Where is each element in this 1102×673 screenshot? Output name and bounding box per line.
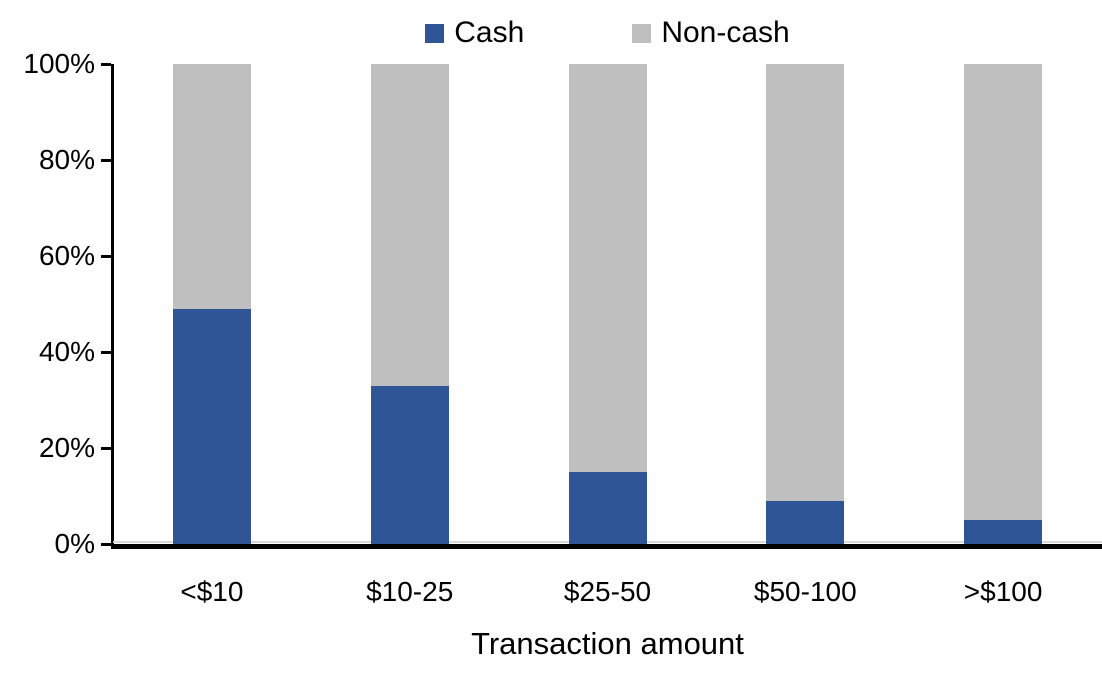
bar-segment-cash <box>568 472 647 544</box>
bar-segment-noncash <box>766 64 845 501</box>
y-axis-line <box>111 64 114 549</box>
legend-swatch-cash-icon <box>425 23 445 43</box>
y-axis-tick-label: 40% <box>38 336 95 367</box>
y-axis-tick <box>101 351 111 354</box>
plot-area <box>113 64 1102 544</box>
x-axis-tick-label: >$100 <box>963 576 1043 607</box>
x-axis-title: Transaction amount <box>471 626 744 661</box>
y-axis-tick-label: 60% <box>38 240 95 271</box>
bar-segment-cash <box>370 385 449 544</box>
x-axis-tick-label: $10-25 <box>366 576 454 607</box>
bar-segment-noncash <box>568 64 647 472</box>
bar-segment-noncash <box>370 64 449 386</box>
chart-legend: Cash Non-cash <box>113 12 1102 54</box>
y-axis-tick-label: 20% <box>38 432 95 463</box>
legend-swatch-noncash-icon <box>632 23 652 43</box>
y-axis-tick <box>101 543 111 546</box>
y-axis-tick <box>101 447 111 450</box>
y-axis-tick-label: 80% <box>38 144 95 175</box>
bar-segment-noncash <box>964 64 1043 520</box>
legend-label-cash: Cash <box>454 16 525 49</box>
x-axis-tick-label: $50-100 <box>753 576 857 607</box>
bar-segment-cash <box>172 308 251 544</box>
y-axis-tick <box>101 63 111 66</box>
x-axis-tick-label: <$10 <box>180 576 244 607</box>
x-axis-line <box>111 544 1102 549</box>
bar-segment-noncash <box>172 64 251 309</box>
bar-segment-cash <box>964 520 1043 544</box>
legend-label-noncash: Non-cash <box>661 16 790 49</box>
legend-item-cash: Cash <box>425 18 524 48</box>
y-axis-tick <box>101 159 111 162</box>
y-axis-tick-label: 0% <box>54 528 95 559</box>
x-axis-tick-label: $25-50 <box>563 576 652 607</box>
legend-item-noncash: Non-cash <box>632 16 790 49</box>
y-axis-tick <box>101 255 111 258</box>
bar-segment-cash <box>766 500 845 544</box>
y-axis-tick-label: 100% <box>23 48 95 79</box>
